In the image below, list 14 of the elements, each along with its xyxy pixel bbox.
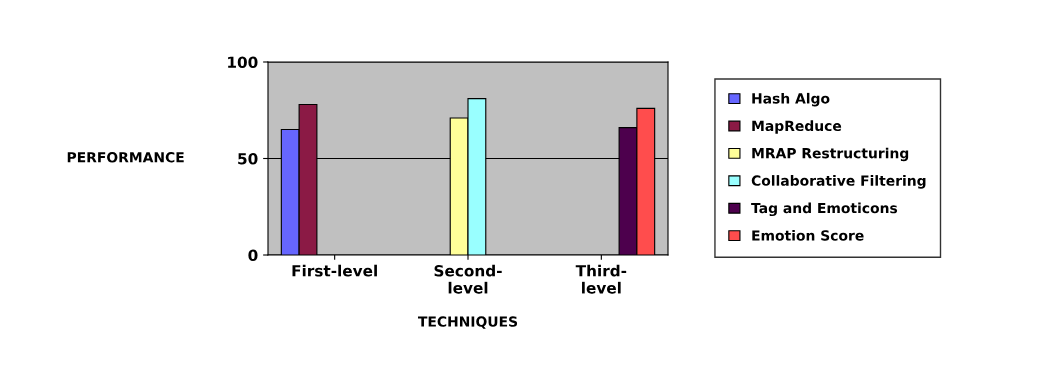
legend-label: Hash Algo bbox=[752, 92, 830, 107]
legend-label: MapReduce bbox=[752, 120, 842, 134]
x-tick-label: First-level bbox=[292, 264, 377, 277]
legend-label: Tag and Emoticons bbox=[751, 202, 898, 217]
y-tick-label: 50 bbox=[238, 152, 258, 165]
x-tick-label: Third- level bbox=[575, 264, 627, 294]
x-axis-title: TECHNIQUES bbox=[417, 316, 518, 329]
legend-label: Emotion Score bbox=[752, 229, 864, 241]
y-tick-label: 0 bbox=[248, 249, 258, 262]
legend-label: Collaborative Filtering bbox=[751, 175, 926, 189]
x-tick-label: Second- level bbox=[434, 264, 502, 294]
y-axis-title: PERFORMANCE bbox=[67, 152, 184, 163]
y-tick-label: 100 bbox=[228, 56, 258, 69]
legend-label: MRAP Restructuring bbox=[752, 147, 909, 162]
